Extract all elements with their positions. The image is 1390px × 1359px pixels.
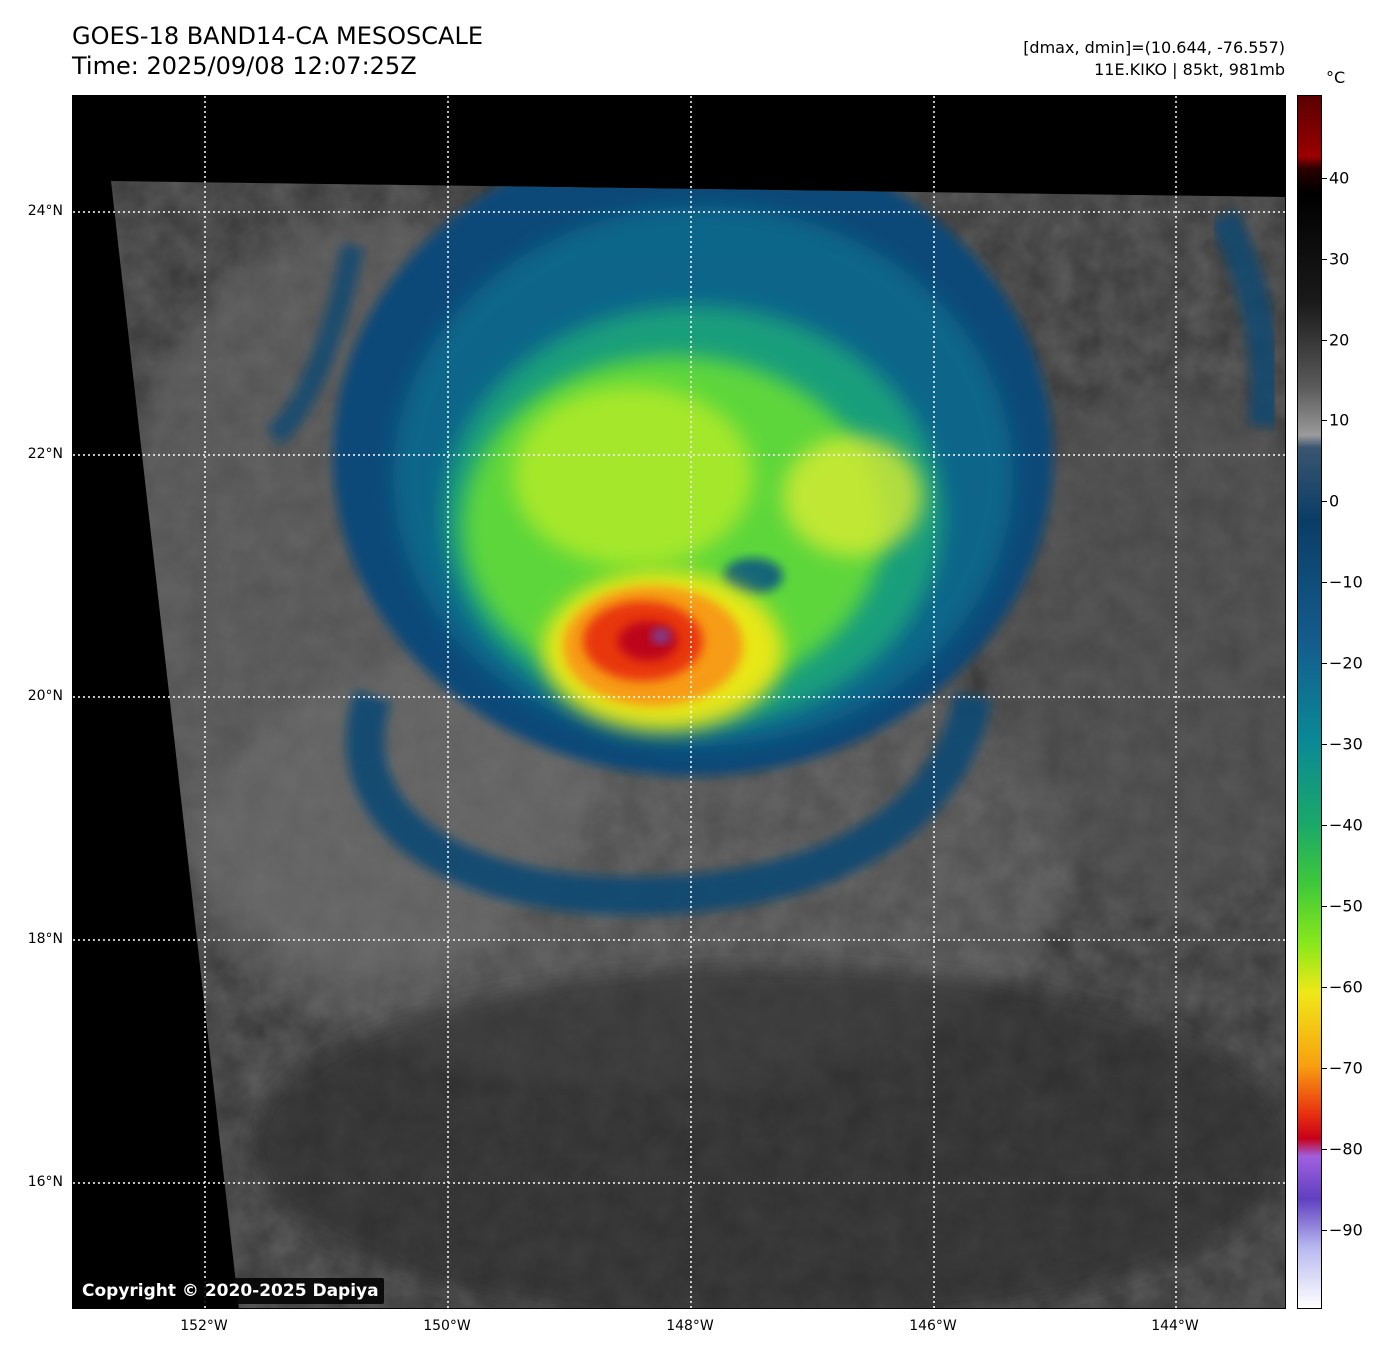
lon-label-152w: 152°W xyxy=(180,1318,228,1334)
lat-label-24n: 24°N xyxy=(27,203,63,219)
copyright-label: Copyright © 2020-2025 Dapiya xyxy=(77,1278,384,1304)
colorbar-tick-label: −80 xyxy=(1329,1139,1363,1159)
colorbar-tick-label: −20 xyxy=(1329,653,1363,673)
colorbar-tick-label: 0 xyxy=(1329,491,1340,511)
lon-label-148w: 148°W xyxy=(666,1318,714,1334)
colorbar-unit: °C xyxy=(1326,68,1346,87)
lat-label-20n: 20°N xyxy=(27,688,63,704)
colorbar-tick-label: −70 xyxy=(1329,1058,1363,1078)
lat-label-16n: 16°N xyxy=(27,1174,63,1190)
colorbar-tick-label: −10 xyxy=(1329,572,1363,592)
chart-title: GOES-18 BAND14-CA MESOSCALE xyxy=(72,22,483,50)
colorbar-tick-label: −90 xyxy=(1329,1220,1363,1240)
storm-info: 11E.KIKO | 85kt, 981mb xyxy=(1094,60,1285,79)
colorbar-tick-label: 10 xyxy=(1329,410,1350,430)
lon-label-150w: 150°W xyxy=(423,1318,471,1334)
satellite-imagery xyxy=(73,96,1285,1308)
data-range: [dmax, dmin]=(10.644, -76.557) xyxy=(1023,38,1285,57)
colorbar-tick-label: 20 xyxy=(1329,330,1350,350)
colorbar-tick-label: 40 xyxy=(1329,168,1350,188)
satellite-map: Copyright © 2020-2025 Dapiya xyxy=(72,95,1286,1309)
colorbar-tick-label: −60 xyxy=(1329,977,1363,997)
graticule xyxy=(73,96,1285,1308)
colorbar-tick-label: −30 xyxy=(1329,734,1363,754)
lat-label-18n: 18°N xyxy=(27,931,63,947)
lon-label-144w: 144°W xyxy=(1151,1318,1199,1334)
chart-time: Time: 2025/09/08 12:07:25Z xyxy=(72,52,417,80)
colorbar-tick-label: 30 xyxy=(1329,249,1350,269)
lon-label-146w: 146°W xyxy=(909,1318,957,1334)
temperature-colorbar xyxy=(1297,95,1322,1309)
colorbar-tick-label: −40 xyxy=(1329,815,1363,835)
lat-label-22n: 22°N xyxy=(27,446,63,462)
colorbar-tick-label: −50 xyxy=(1329,896,1363,916)
